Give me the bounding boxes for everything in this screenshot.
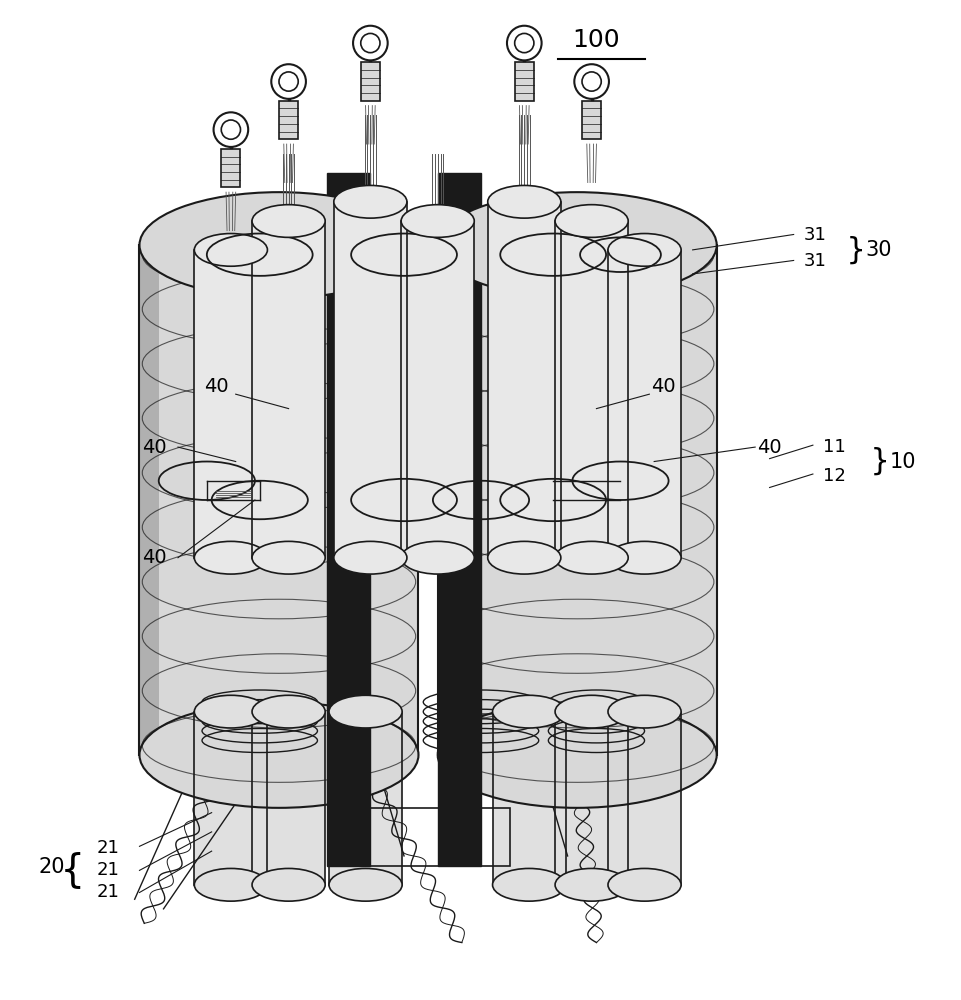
Polygon shape <box>139 245 418 755</box>
Bar <box>221 149 240 187</box>
Text: 40: 40 <box>651 377 676 396</box>
Ellipse shape <box>607 234 680 266</box>
Text: 21: 21 <box>96 861 119 879</box>
Circle shape <box>221 120 240 139</box>
Ellipse shape <box>437 702 716 808</box>
Ellipse shape <box>492 695 565 728</box>
Ellipse shape <box>194 868 267 901</box>
Ellipse shape <box>607 541 680 574</box>
Polygon shape <box>607 250 680 558</box>
Ellipse shape <box>554 695 628 728</box>
Polygon shape <box>252 221 325 558</box>
Text: 20: 20 <box>38 857 65 877</box>
Polygon shape <box>401 221 474 558</box>
Ellipse shape <box>401 205 474 237</box>
Ellipse shape <box>194 541 267 574</box>
Text: 21: 21 <box>96 839 119 857</box>
Polygon shape <box>437 245 716 755</box>
Ellipse shape <box>139 192 418 298</box>
Text: }: } <box>846 235 864 264</box>
Ellipse shape <box>252 541 325 574</box>
Text: 100: 100 <box>572 28 620 52</box>
Ellipse shape <box>607 868 680 901</box>
Bar <box>514 62 533 101</box>
Ellipse shape <box>607 695 680 728</box>
Ellipse shape <box>554 541 628 574</box>
Ellipse shape <box>487 541 560 574</box>
Circle shape <box>360 33 380 53</box>
Text: 12: 12 <box>822 467 845 485</box>
Bar <box>437 173 480 866</box>
Bar <box>360 62 380 101</box>
Ellipse shape <box>554 868 628 901</box>
Ellipse shape <box>333 541 407 574</box>
Polygon shape <box>437 245 456 755</box>
Circle shape <box>279 72 298 91</box>
Circle shape <box>581 72 601 91</box>
Circle shape <box>353 26 387 60</box>
Text: 21: 21 <box>96 883 119 901</box>
Polygon shape <box>607 712 680 885</box>
Text: 40: 40 <box>756 438 781 457</box>
Polygon shape <box>487 202 560 558</box>
Text: 31: 31 <box>802 252 825 270</box>
Polygon shape <box>333 202 407 558</box>
Bar <box>341 808 509 866</box>
Ellipse shape <box>252 205 325 237</box>
Text: 10: 10 <box>889 452 916 472</box>
Ellipse shape <box>194 695 267 728</box>
Ellipse shape <box>252 868 325 901</box>
Circle shape <box>574 64 608 99</box>
Text: 11: 11 <box>822 438 845 456</box>
Text: 40: 40 <box>204 377 229 396</box>
Text: 31: 31 <box>802 226 825 244</box>
Bar <box>581 101 601 139</box>
Polygon shape <box>554 712 628 885</box>
Ellipse shape <box>437 192 716 298</box>
Bar <box>327 173 370 866</box>
Ellipse shape <box>487 185 560 218</box>
Polygon shape <box>194 712 267 885</box>
Circle shape <box>506 26 541 60</box>
Polygon shape <box>139 245 159 755</box>
Circle shape <box>271 64 306 99</box>
Circle shape <box>514 33 533 53</box>
Text: 30: 30 <box>865 240 892 260</box>
Polygon shape <box>252 712 325 885</box>
Polygon shape <box>554 221 628 558</box>
Ellipse shape <box>329 868 402 901</box>
Polygon shape <box>329 712 402 885</box>
Ellipse shape <box>194 234 267 266</box>
Text: {: { <box>61 851 84 889</box>
Ellipse shape <box>329 695 402 728</box>
Text: }: } <box>870 447 888 476</box>
Ellipse shape <box>401 541 474 574</box>
Ellipse shape <box>139 702 418 808</box>
Ellipse shape <box>492 868 565 901</box>
Ellipse shape <box>333 185 407 218</box>
Polygon shape <box>492 712 565 885</box>
Ellipse shape <box>554 205 628 237</box>
Text: 40: 40 <box>141 438 166 457</box>
Text: 40: 40 <box>141 548 166 567</box>
Circle shape <box>213 112 248 147</box>
Bar <box>279 101 298 139</box>
Polygon shape <box>194 250 267 558</box>
Ellipse shape <box>252 695 325 728</box>
